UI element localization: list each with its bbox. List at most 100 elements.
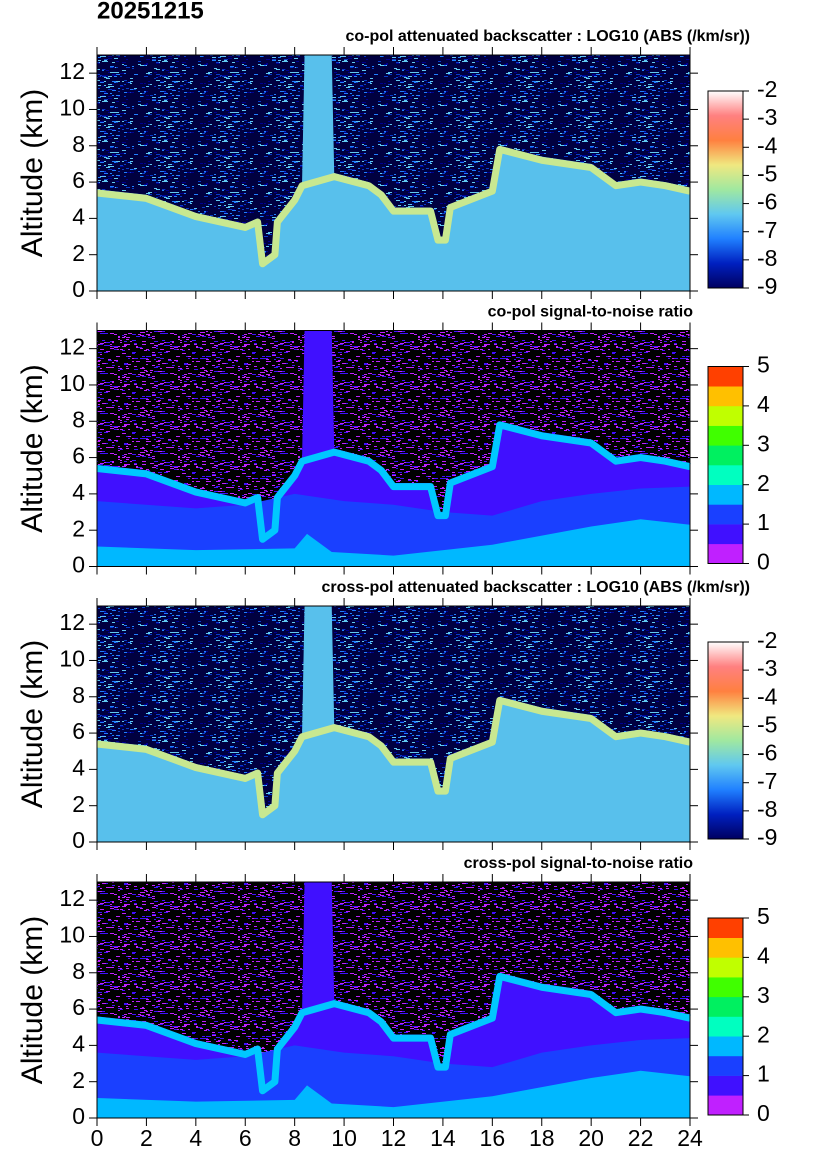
panel-title: co-pol signal-to-noise ratio	[488, 304, 694, 321]
cloud-top	[96, 421, 691, 543]
colorbar-tick-label: -6	[757, 189, 777, 215]
colorbar	[708, 91, 743, 288]
signal-layer	[97, 1070, 690, 1118]
signal-layer	[97, 519, 690, 567]
x-tick-label: 6	[239, 1125, 252, 1151]
y-tick-label: 6	[72, 443, 85, 469]
colorbar-tick-label: -9	[757, 824, 777, 850]
colorbar-frame	[707, 917, 744, 1116]
y-tick-label: 2	[72, 1067, 85, 1093]
panel-title: cross-pol signal-to-noise ratio	[464, 855, 694, 872]
y-tick-label: 4	[72, 754, 85, 780]
y-tick-label: 12	[59, 609, 85, 635]
y-tick-label: 4	[72, 479, 85, 505]
y-tick-label: 8	[72, 131, 85, 157]
colorbar-tick-label: -5	[757, 161, 777, 187]
colorbar-segment	[708, 504, 743, 525]
colorbar-tick-label: 5	[757, 352, 770, 378]
colorbar-tick-label: 3	[757, 982, 770, 1008]
colorbar-tick-label: 1	[757, 1061, 770, 1087]
x-tick-label: 8	[288, 1125, 301, 1151]
colorbar-tick-label: 2	[757, 1021, 770, 1047]
x-tick-label: 10	[331, 1125, 357, 1151]
cloud-top	[96, 972, 691, 1095]
cloud-top	[96, 145, 691, 268]
colorbar-frame	[707, 90, 744, 289]
panel-title: cross-pol attenuated backscatter : LOG10…	[321, 579, 750, 596]
colorbar	[708, 642, 743, 839]
cloud-top	[96, 696, 691, 819]
colorbar-segment	[708, 543, 743, 564]
x-tick-label: 18	[529, 1125, 555, 1151]
colorbar-frame	[707, 366, 744, 564]
y-tick-label: 0	[72, 827, 85, 853]
colorbar-tick-label: 4	[757, 391, 770, 417]
y-tick-label: 10	[59, 95, 85, 121]
colorbar-tick-label: -3	[757, 655, 777, 681]
colorbar-tick-label: -2	[757, 627, 777, 653]
colorbar-segment	[708, 366, 743, 387]
y-tick-label: 10	[59, 370, 85, 396]
colorbar-tick-label: -9	[757, 273, 777, 299]
colorbar-segment	[708, 524, 743, 545]
y-tick-label: 12	[59, 334, 85, 360]
colorbar-segment	[708, 1016, 743, 1037]
y-tick-label: 2	[72, 515, 85, 541]
y-tick-label: 0	[72, 552, 85, 578]
colorbar-tick-label: 5	[757, 903, 770, 929]
y-tick-label: 10	[59, 922, 85, 948]
colorbar-segment	[708, 445, 743, 466]
y-axis-label: Altitude (km)	[16, 916, 49, 1084]
x-tick-label: 4	[189, 1125, 202, 1151]
colorbar-segment	[708, 996, 743, 1017]
y-axis-label: Altitude (km)	[16, 89, 49, 257]
colorbar-segment	[708, 1095, 743, 1116]
colorbar-segment	[708, 386, 743, 407]
colorbar-tick-label: -8	[757, 245, 777, 271]
y-tick-label: 6	[72, 718, 85, 744]
colorbar-tick-label: 1	[757, 509, 770, 535]
x-tick-label: 2	[140, 1125, 153, 1151]
x-tick-label: 14	[430, 1125, 456, 1151]
x-tick-label: 24	[677, 1125, 703, 1151]
y-tick-label: 6	[72, 167, 85, 193]
y-axis-label: Altitude (km)	[16, 640, 49, 808]
colorbar-segment	[708, 425, 743, 446]
colorbar-segment	[708, 977, 743, 998]
colorbar-tick-label: -6	[757, 740, 777, 766]
y-tick-label: 12	[59, 885, 85, 911]
y-tick-label: 2	[72, 791, 85, 817]
signal-layer	[97, 55, 690, 291]
colorbar-segment	[708, 405, 743, 426]
colorbar-segment	[708, 918, 743, 938]
x-tick-label: 12	[381, 1125, 407, 1151]
colorbar-segment	[708, 937, 743, 958]
colorbar-tick-label: 3	[757, 430, 770, 456]
colorbar-frame	[707, 641, 744, 840]
y-tick-label: 8	[72, 406, 85, 432]
y-tick-label: 0	[72, 1103, 85, 1129]
colorbar-tick-label: 0	[757, 549, 770, 575]
colorbar-tick-label: -4	[757, 683, 778, 709]
y-tick-label: 2	[72, 240, 85, 266]
date-title: 20251215	[97, 0, 204, 24]
y-tick-label: 8	[72, 682, 85, 708]
x-tick-label: 0	[91, 1125, 104, 1151]
colorbar-segment	[708, 465, 743, 485]
colorbar-segment	[708, 1075, 743, 1096]
colorbar-segment	[708, 484, 743, 505]
colorbar-tick-label: 2	[757, 470, 770, 496]
colorbar-tick-label: -2	[757, 76, 777, 102]
y-tick-label: 4	[72, 1030, 85, 1056]
colorbar-segment	[708, 1055, 743, 1076]
colorbar-tick-label: -7	[757, 768, 777, 794]
colorbar-segment	[708, 1036, 743, 1057]
signal-layer	[97, 606, 690, 842]
panel-title: co-pol attenuated backscatter : LOG10 (A…	[345, 28, 750, 45]
colorbar-tick-label: 0	[757, 1100, 770, 1126]
colorbar-tick-label: -8	[757, 796, 777, 822]
y-tick-label: 10	[59, 646, 85, 672]
colorbar-segment	[708, 957, 743, 978]
x-tick-label: 22	[628, 1125, 654, 1151]
y-tick-label: 12	[59, 58, 85, 84]
